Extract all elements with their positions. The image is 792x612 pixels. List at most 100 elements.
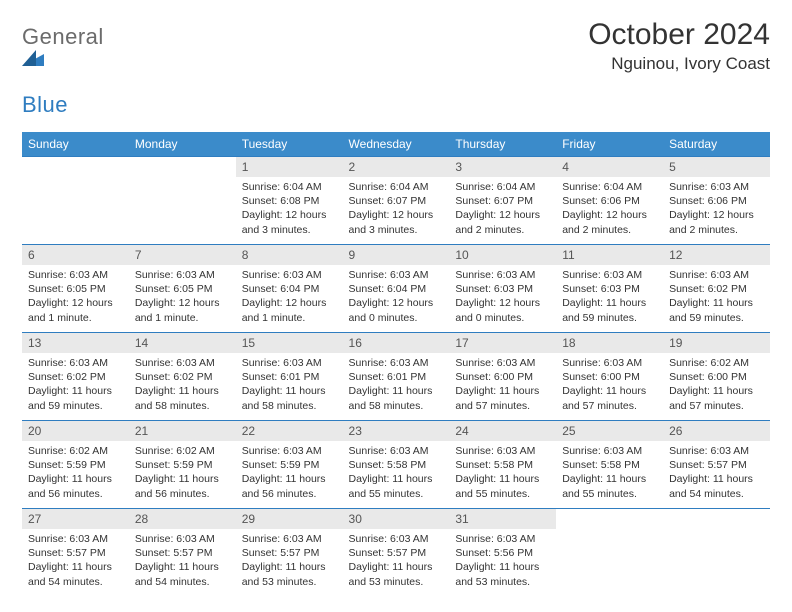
day-number: 12: [663, 245, 770, 265]
day-cell: 12Sunrise: 6:03 AMSunset: 6:02 PMDayligh…: [663, 245, 770, 333]
sunrise-text: Sunrise: 6:03 AM: [242, 356, 337, 370]
daylight-text: Daylight: 11 hours and 55 minutes.: [562, 472, 657, 500]
sunrise-text: Sunrise: 6:03 AM: [669, 444, 764, 458]
dow-wednesday: Wednesday: [343, 132, 450, 157]
day-cell: [663, 509, 770, 597]
sunrise-text: Sunrise: 6:03 AM: [455, 532, 550, 546]
day-body: Sunrise: 6:03 AMSunset: 6:03 PMDaylight:…: [556, 265, 663, 331]
sunrise-text: Sunrise: 6:03 AM: [349, 532, 444, 546]
daylight-text: Daylight: 11 hours and 57 minutes.: [455, 384, 550, 412]
day-number: 11: [556, 245, 663, 265]
dow-saturday: Saturday: [663, 132, 770, 157]
day-body: Sunrise: 6:02 AMSunset: 6:00 PMDaylight:…: [663, 353, 770, 419]
sunrise-text: Sunrise: 6:03 AM: [242, 444, 337, 458]
sunset-text: Sunset: 5:57 PM: [349, 546, 444, 560]
week-row: 1Sunrise: 6:04 AMSunset: 6:08 PMDaylight…: [22, 157, 770, 245]
sunrise-text: Sunrise: 6:03 AM: [349, 268, 444, 282]
daylight-text: Daylight: 11 hours and 58 minutes.: [135, 384, 230, 412]
week-row: 27Sunrise: 6:03 AMSunset: 5:57 PMDayligh…: [22, 509, 770, 597]
sunset-text: Sunset: 5:59 PM: [242, 458, 337, 472]
sunrise-text: Sunrise: 6:03 AM: [562, 356, 657, 370]
month-title: October 2024: [588, 18, 770, 52]
day-cell: 23Sunrise: 6:03 AMSunset: 5:58 PMDayligh…: [343, 421, 450, 509]
sunset-text: Sunset: 5:59 PM: [28, 458, 123, 472]
dow-thursday: Thursday: [449, 132, 556, 157]
daylight-text: Daylight: 11 hours and 53 minutes.: [349, 560, 444, 588]
sunrise-text: Sunrise: 6:03 AM: [28, 356, 123, 370]
day-cell: [129, 157, 236, 245]
sunrise-text: Sunrise: 6:02 AM: [28, 444, 123, 458]
day-cell: 1Sunrise: 6:04 AMSunset: 6:08 PMDaylight…: [236, 157, 343, 245]
day-body: Sunrise: 6:03 AMSunset: 6:04 PMDaylight:…: [343, 265, 450, 331]
daylight-text: Daylight: 11 hours and 53 minutes.: [455, 560, 550, 588]
day-number: 4: [556, 157, 663, 177]
daylight-text: Daylight: 11 hours and 54 minutes.: [669, 472, 764, 500]
sunset-text: Sunset: 5:57 PM: [242, 546, 337, 560]
sunset-text: Sunset: 6:07 PM: [349, 194, 444, 208]
header: GeneralBlue October 2024 Nguinou, Ivory …: [22, 18, 770, 118]
sunrise-text: Sunrise: 6:03 AM: [135, 268, 230, 282]
day-cell: 2Sunrise: 6:04 AMSunset: 6:07 PMDaylight…: [343, 157, 450, 245]
day-number: 29: [236, 509, 343, 529]
sunset-text: Sunset: 6:05 PM: [28, 282, 123, 296]
day-body: Sunrise: 6:03 AMSunset: 5:57 PMDaylight:…: [663, 441, 770, 507]
dow-monday: Monday: [129, 132, 236, 157]
sunset-text: Sunset: 5:58 PM: [455, 458, 550, 472]
sunset-text: Sunset: 5:58 PM: [562, 458, 657, 472]
day-cell: 18Sunrise: 6:03 AMSunset: 6:00 PMDayligh…: [556, 333, 663, 421]
sunset-text: Sunset: 5:58 PM: [349, 458, 444, 472]
brand-mark-icon: [22, 50, 104, 66]
calendar-body: 1Sunrise: 6:04 AMSunset: 6:08 PMDaylight…: [22, 157, 770, 597]
day-cell: 5Sunrise: 6:03 AMSunset: 6:06 PMDaylight…: [663, 157, 770, 245]
day-cell: 26Sunrise: 6:03 AMSunset: 5:57 PMDayligh…: [663, 421, 770, 509]
day-cell: [556, 509, 663, 597]
sunrise-text: Sunrise: 6:04 AM: [349, 180, 444, 194]
daylight-text: Daylight: 12 hours and 0 minutes.: [349, 296, 444, 324]
daylight-text: Daylight: 12 hours and 2 minutes.: [669, 208, 764, 236]
week-row: 20Sunrise: 6:02 AMSunset: 5:59 PMDayligh…: [22, 421, 770, 509]
day-number: 23: [343, 421, 450, 441]
day-of-week-row: Sunday Monday Tuesday Wednesday Thursday…: [22, 132, 770, 157]
sunrise-text: Sunrise: 6:03 AM: [349, 444, 444, 458]
sunrise-text: Sunrise: 6:03 AM: [349, 356, 444, 370]
day-cell: 4Sunrise: 6:04 AMSunset: 6:06 PMDaylight…: [556, 157, 663, 245]
day-body: Sunrise: 6:02 AMSunset: 5:59 PMDaylight:…: [22, 441, 129, 507]
day-number: 21: [129, 421, 236, 441]
daylight-text: Daylight: 12 hours and 3 minutes.: [242, 208, 337, 236]
day-cell: 13Sunrise: 6:03 AMSunset: 6:02 PMDayligh…: [22, 333, 129, 421]
day-body: Sunrise: 6:03 AMSunset: 5:58 PMDaylight:…: [343, 441, 450, 507]
day-body: Sunrise: 6:04 AMSunset: 6:07 PMDaylight:…: [343, 177, 450, 243]
sunrise-text: Sunrise: 6:03 AM: [242, 268, 337, 282]
dow-tuesday: Tuesday: [236, 132, 343, 157]
sunset-text: Sunset: 5:57 PM: [669, 458, 764, 472]
day-body: Sunrise: 6:04 AMSunset: 6:07 PMDaylight:…: [449, 177, 556, 243]
sunrise-text: Sunrise: 6:04 AM: [562, 180, 657, 194]
sunset-text: Sunset: 6:02 PM: [28, 370, 123, 384]
day-cell: 31Sunrise: 6:03 AMSunset: 5:56 PMDayligh…: [449, 509, 556, 597]
daylight-text: Daylight: 11 hours and 55 minutes.: [349, 472, 444, 500]
day-number: 20: [22, 421, 129, 441]
daylight-text: Daylight: 11 hours and 56 minutes.: [135, 472, 230, 500]
daylight-text: Daylight: 12 hours and 1 minute.: [135, 296, 230, 324]
day-number: 19: [663, 333, 770, 353]
day-body: Sunrise: 6:03 AMSunset: 6:05 PMDaylight:…: [129, 265, 236, 331]
week-row: 13Sunrise: 6:03 AMSunset: 6:02 PMDayligh…: [22, 333, 770, 421]
location-label: Nguinou, Ivory Coast: [588, 54, 770, 74]
sunset-text: Sunset: 6:05 PM: [135, 282, 230, 296]
day-cell: 10Sunrise: 6:03 AMSunset: 6:03 PMDayligh…: [449, 245, 556, 333]
sunrise-text: Sunrise: 6:03 AM: [455, 444, 550, 458]
sunset-text: Sunset: 5:59 PM: [135, 458, 230, 472]
daylight-text: Daylight: 11 hours and 57 minutes.: [562, 384, 657, 412]
day-body: Sunrise: 6:03 AMSunset: 5:57 PMDaylight:…: [129, 529, 236, 595]
daylight-text: Daylight: 12 hours and 0 minutes.: [455, 296, 550, 324]
week-row: 6Sunrise: 6:03 AMSunset: 6:05 PMDaylight…: [22, 245, 770, 333]
day-number: 9: [343, 245, 450, 265]
sunrise-text: Sunrise: 6:03 AM: [669, 180, 764, 194]
sunset-text: Sunset: 6:06 PM: [669, 194, 764, 208]
sunset-text: Sunset: 6:04 PM: [349, 282, 444, 296]
sunset-text: Sunset: 6:07 PM: [455, 194, 550, 208]
sunset-text: Sunset: 6:01 PM: [349, 370, 444, 384]
day-body: Sunrise: 6:03 AMSunset: 5:59 PMDaylight:…: [236, 441, 343, 507]
day-body: Sunrise: 6:02 AMSunset: 5:59 PMDaylight:…: [129, 441, 236, 507]
day-number: 30: [343, 509, 450, 529]
